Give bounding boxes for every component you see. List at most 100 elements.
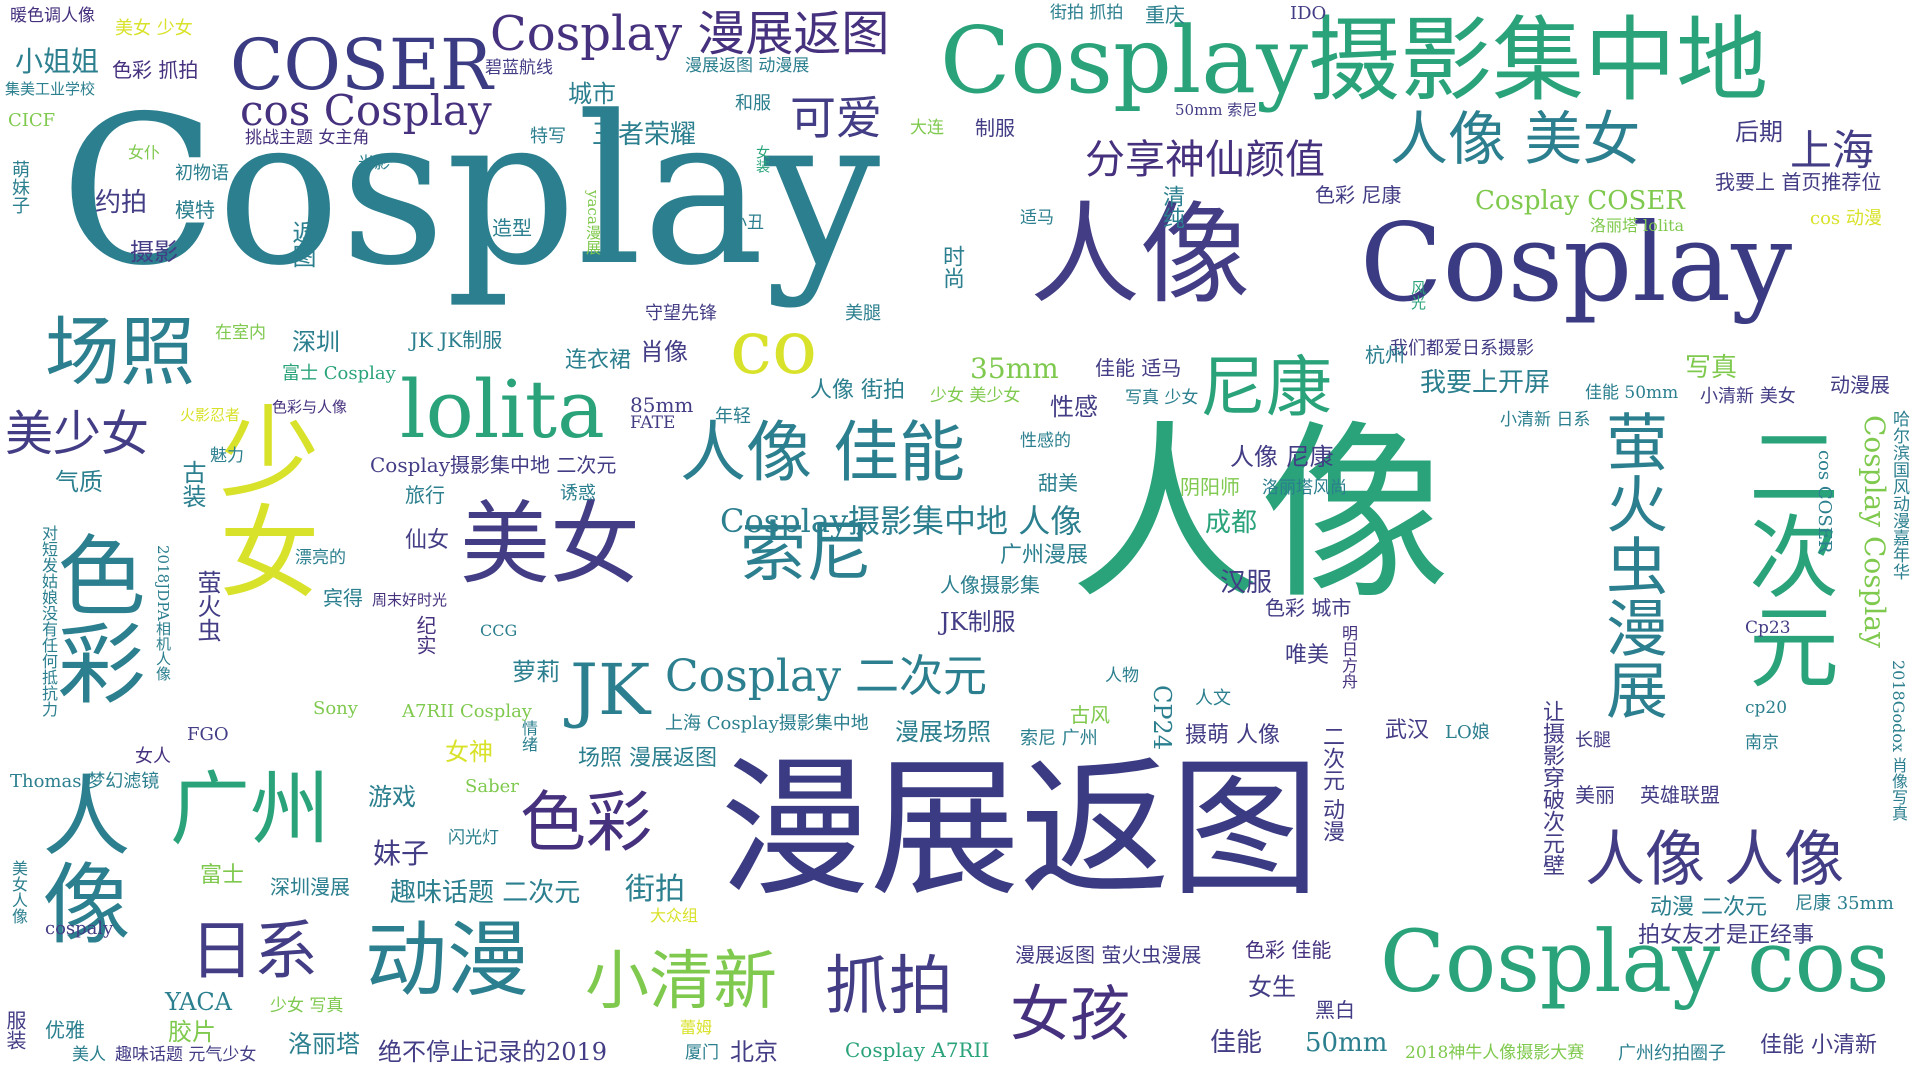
cloud-word: 约拍 xyxy=(95,188,148,218)
cloud-word: 2018Godox 肖像写真 xyxy=(1889,660,1908,822)
cloud-word: 游戏 xyxy=(368,783,416,811)
cloud-word: 富士 Cosplay xyxy=(282,363,396,384)
cloud-word: 摄萌 人像 xyxy=(1185,723,1280,748)
cloud-word: 二次元 xyxy=(1733,420,1838,690)
cloud-word: 趣味话题 二次元 xyxy=(390,878,581,908)
cloud-word: 2018神牛人像摄影大赛 xyxy=(1405,1043,1585,1063)
cloud-word: 动漫展 xyxy=(1830,373,1890,397)
cloud-word: 尼康 xyxy=(1200,349,1332,426)
cloud-word: 明日方舟 xyxy=(1339,625,1358,689)
cloud-word: 北京 xyxy=(730,1038,778,1066)
cloud-word: 小丑 xyxy=(730,213,764,233)
cloud-word: cospaly xyxy=(45,918,114,939)
cloud-word: 漫展返图 xyxy=(720,743,1321,917)
cloud-word: lolita xyxy=(400,363,605,456)
cloud-word: 宾得 xyxy=(323,586,363,610)
cloud-word: 人像 人像 xyxy=(1585,825,1845,895)
cloud-word: 色彩 尼康 xyxy=(1315,183,1402,207)
cloud-word: CP24 xyxy=(1148,685,1176,751)
cloud-word: 大众组 xyxy=(650,906,699,925)
cloud-word: FATE xyxy=(630,413,676,433)
cloud-word: 我们都爱日系摄影 xyxy=(1390,338,1534,359)
cloud-word: 场照 xyxy=(45,308,196,396)
cloud-word: cp20 xyxy=(1745,698,1788,718)
cloud-word: Thomas 梦幻滤镜 xyxy=(10,771,160,792)
cloud-word: 色彩 xyxy=(520,784,652,861)
cloud-word: 王者荣耀 xyxy=(592,120,697,150)
cloud-word: 集美工业学校 xyxy=(5,80,96,98)
cloud-word: 抓拍 xyxy=(825,950,953,1024)
cloud-word: 大连 xyxy=(910,118,944,138)
cloud-word: 萝莉 xyxy=(512,658,560,686)
cloud-word: Cp23 xyxy=(1745,618,1791,638)
cloud-word: 制服 xyxy=(975,116,1015,140)
cloud-word: 色彩与人像 xyxy=(272,398,348,416)
cloud-word: Cosplay COSER xyxy=(1475,186,1685,216)
cloud-word: 优雅 xyxy=(45,1018,85,1042)
cloud-word: 黑白 xyxy=(1315,998,1355,1022)
cloud-word: 洛丽塔风尚 xyxy=(1262,478,1347,498)
cloud-word: 2018JDPA相机人像 xyxy=(154,545,172,681)
cloud-word: 洛丽塔 lolita xyxy=(1590,216,1685,235)
cloud-word: 上海 xyxy=(1790,126,1875,175)
cloud-word: Cosplay 漫展返图 xyxy=(490,6,890,62)
cloud-word: 我要上开屏 xyxy=(1420,368,1551,398)
cloud-word: Cosplay摄影集中地 xyxy=(940,7,1769,114)
cloud-word: 特写 xyxy=(530,126,566,147)
cloud-word: 古装 xyxy=(178,460,206,508)
cloud-word: 小清新 美女 xyxy=(1700,386,1796,407)
cloud-word: JK JK制服 xyxy=(410,328,503,352)
cloud-word: 人像 尼康 xyxy=(1230,443,1334,471)
cloud-word: 武汉 xyxy=(1385,718,1430,743)
cloud-word: 35mm xyxy=(970,352,1059,385)
cloud-word: co xyxy=(730,303,818,391)
cloud-word: 初物语 xyxy=(175,163,229,184)
cloud-word: 汉服 xyxy=(1220,568,1273,598)
cloud-word: 妹子 xyxy=(373,837,430,870)
cloud-word: cos COSER xyxy=(1814,450,1835,554)
cloud-word: 肖像 xyxy=(640,338,688,366)
cloud-word: 日系 xyxy=(190,915,318,989)
cloud-word: 趣味话题 元气少女 xyxy=(115,1045,257,1065)
cloud-word: yaca漫展 xyxy=(584,190,602,255)
cloud-word: 佳能 50mm xyxy=(1585,383,1679,403)
cloud-word: A7RII Cosplay xyxy=(402,701,532,722)
cloud-word: 广州 xyxy=(170,763,330,856)
cloud-word: FGO xyxy=(187,724,229,745)
cloud-word: 洛丽塔 xyxy=(288,1030,360,1058)
cloud-word: 女仆 xyxy=(128,143,161,162)
cloud-word: Cosplay cos xyxy=(1380,913,1890,1012)
cloud-word: 英雄联盟 xyxy=(1640,783,1720,807)
cloud-word: 美少女 xyxy=(5,406,150,462)
cloud-word: 在室内 xyxy=(215,323,266,343)
cloud-word: 佳能 适马 xyxy=(1095,356,1182,380)
cloud-word: 漂亮的 xyxy=(295,548,346,568)
cloud-word: 富士 xyxy=(200,863,245,888)
cloud-word: 人像 美女 xyxy=(1390,105,1641,173)
cloud-word: 守望先锋 xyxy=(645,303,717,324)
cloud-word: 少女 xyxy=(202,400,319,600)
cloud-word: 服装 xyxy=(3,1010,27,1050)
cloud-word: 厦门 xyxy=(685,1043,719,1063)
cloud-word: 色彩 佳能 xyxy=(1245,938,1332,962)
cloud-word: 街拍 抓拍 xyxy=(1050,3,1124,23)
cloud-word: 拍女友才是正经事 xyxy=(1638,923,1815,948)
cloud-word: 长腿 xyxy=(1575,730,1611,751)
cloud-word: 唯美 xyxy=(1285,643,1330,668)
cloud-word: 让摄影穿破次元壁 xyxy=(1539,700,1564,876)
cloud-word: 时尚 xyxy=(939,245,964,289)
cloud-word: 写真 xyxy=(1685,353,1738,383)
cloud-word: 小清新 日系 xyxy=(1500,410,1591,430)
cloud-word: Cosplay摄影集中地 人像 xyxy=(720,502,1083,540)
cloud-word: Cosplay xyxy=(1360,201,1793,326)
cloud-word: 上海 Cosplay摄影集中地 xyxy=(665,713,869,734)
cloud-word: 漫展场照 xyxy=(895,718,991,746)
cloud-word: 碧蓝航线 xyxy=(485,58,553,78)
cloud-word: 色彩 抓拍 xyxy=(112,58,199,82)
cloud-word: 性感的 xyxy=(1020,431,1071,451)
cloud-word: 火影忍者 xyxy=(180,406,241,424)
cloud-word: 成都 xyxy=(1205,508,1258,538)
cloud-word: 模特 xyxy=(175,198,215,222)
cloud-word: 深圳漫展 xyxy=(270,875,350,899)
cloud-word: 人像 xyxy=(1070,404,1451,625)
